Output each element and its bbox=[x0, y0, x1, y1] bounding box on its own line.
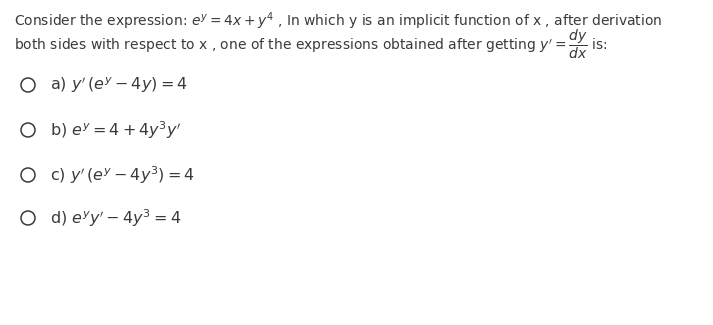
Text: Consider the expression: $e^y = 4x + y^4$ , In which y is an implicit function o: Consider the expression: $e^y = 4x + y^4… bbox=[14, 10, 662, 32]
Text: a) $y^{\prime}\,(e^y - 4y) = 4$: a) $y^{\prime}\,(e^y - 4y) = 4$ bbox=[50, 75, 188, 95]
Text: b) $e^y = 4 + 4y^3 y^{\prime}$: b) $e^y = 4 + 4y^3 y^{\prime}$ bbox=[50, 119, 182, 141]
Text: d) $e^y y^{\prime} - 4y^3 = 4$: d) $e^y y^{\prime} - 4y^3 = 4$ bbox=[50, 207, 181, 229]
Text: c) $y^{\prime}\,(e^y - 4y^3) = 4$: c) $y^{\prime}\,(e^y - 4y^3) = 4$ bbox=[50, 164, 195, 186]
Text: both sides with respect to x , one of the expressions obtained after getting $y^: both sides with respect to x , one of th… bbox=[14, 28, 607, 61]
